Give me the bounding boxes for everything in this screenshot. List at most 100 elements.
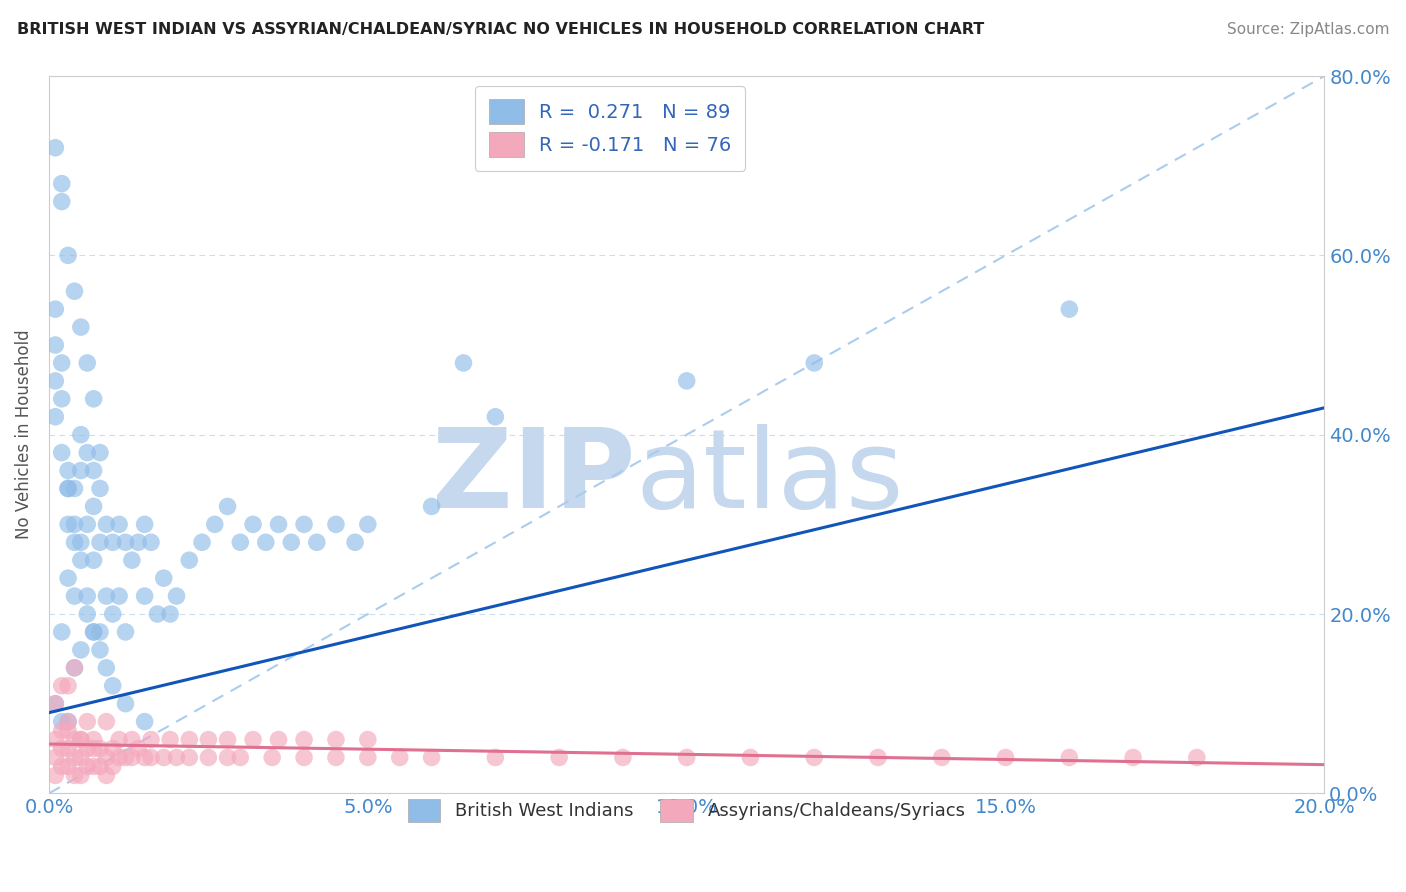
Point <box>83 741 105 756</box>
Point <box>357 517 380 532</box>
Point <box>101 741 124 756</box>
Point <box>1059 750 1081 764</box>
Legend: British West Indians, Assyrians/Chaldeans/Syriacs: British West Indians, Assyrians/Chaldean… <box>395 786 979 835</box>
Point <box>76 741 98 756</box>
Point <box>101 607 124 621</box>
Y-axis label: No Vehicles in Household: No Vehicles in Household <box>15 330 32 540</box>
Point <box>108 517 131 532</box>
Point <box>325 750 347 764</box>
Point <box>108 589 131 603</box>
Point <box>51 759 73 773</box>
Point <box>548 750 571 764</box>
Point <box>675 750 697 764</box>
Point <box>51 177 73 191</box>
Point <box>114 697 136 711</box>
Point <box>344 535 367 549</box>
Point <box>229 750 252 764</box>
Point <box>1122 750 1144 764</box>
Point <box>56 679 79 693</box>
Point <box>83 553 105 567</box>
Point <box>114 750 136 764</box>
Point <box>134 750 156 764</box>
Point <box>139 535 162 549</box>
Point <box>76 445 98 459</box>
Point <box>51 445 73 459</box>
Point <box>179 732 201 747</box>
Point <box>56 714 79 729</box>
Point <box>242 732 264 747</box>
Point <box>70 732 93 747</box>
Point <box>803 356 825 370</box>
Point <box>51 392 73 406</box>
Point <box>292 517 315 532</box>
Point <box>70 427 93 442</box>
Point <box>63 750 86 764</box>
Point <box>63 661 86 675</box>
Point <box>994 750 1017 764</box>
Point <box>866 750 889 764</box>
Point <box>292 750 315 764</box>
Point <box>197 750 219 764</box>
Point <box>101 759 124 773</box>
Point <box>267 732 290 747</box>
Point <box>121 732 143 747</box>
Point <box>63 517 86 532</box>
Point <box>89 643 111 657</box>
Point <box>114 535 136 549</box>
Point <box>101 679 124 693</box>
Point <box>612 750 634 764</box>
Point <box>127 535 149 549</box>
Point <box>56 464 79 478</box>
Point <box>280 535 302 549</box>
Point <box>63 482 86 496</box>
Point <box>229 535 252 549</box>
Point <box>76 714 98 729</box>
Point <box>56 741 79 756</box>
Point <box>83 464 105 478</box>
Point <box>83 759 105 773</box>
Point <box>217 732 239 747</box>
Point <box>159 607 181 621</box>
Point <box>675 374 697 388</box>
Point <box>51 679 73 693</box>
Text: ZIP: ZIP <box>432 425 636 532</box>
Point <box>70 768 93 782</box>
Point <box>1059 302 1081 317</box>
Point <box>63 535 86 549</box>
Point <box>740 750 762 764</box>
Point <box>44 302 66 317</box>
Point <box>96 750 118 764</box>
Point <box>70 320 93 334</box>
Point <box>63 589 86 603</box>
Point <box>134 517 156 532</box>
Point <box>56 723 79 738</box>
Point <box>179 750 201 764</box>
Point <box>139 732 162 747</box>
Point <box>56 482 79 496</box>
Point <box>305 535 328 549</box>
Point <box>89 535 111 549</box>
Point <box>121 750 143 764</box>
Point <box>388 750 411 764</box>
Point <box>803 750 825 764</box>
Text: atlas: atlas <box>636 425 904 532</box>
Point <box>152 571 174 585</box>
Point <box>76 607 98 621</box>
Point <box>44 732 66 747</box>
Point <box>139 750 162 764</box>
Point <box>108 732 131 747</box>
Point <box>1185 750 1208 764</box>
Point <box>96 589 118 603</box>
Point <box>146 607 169 621</box>
Point <box>484 409 506 424</box>
Point <box>89 624 111 639</box>
Point <box>204 517 226 532</box>
Point <box>217 500 239 514</box>
Point <box>70 464 93 478</box>
Point <box>44 141 66 155</box>
Point <box>51 194 73 209</box>
Point <box>89 759 111 773</box>
Point <box>51 714 73 729</box>
Point <box>191 535 214 549</box>
Point <box>152 750 174 764</box>
